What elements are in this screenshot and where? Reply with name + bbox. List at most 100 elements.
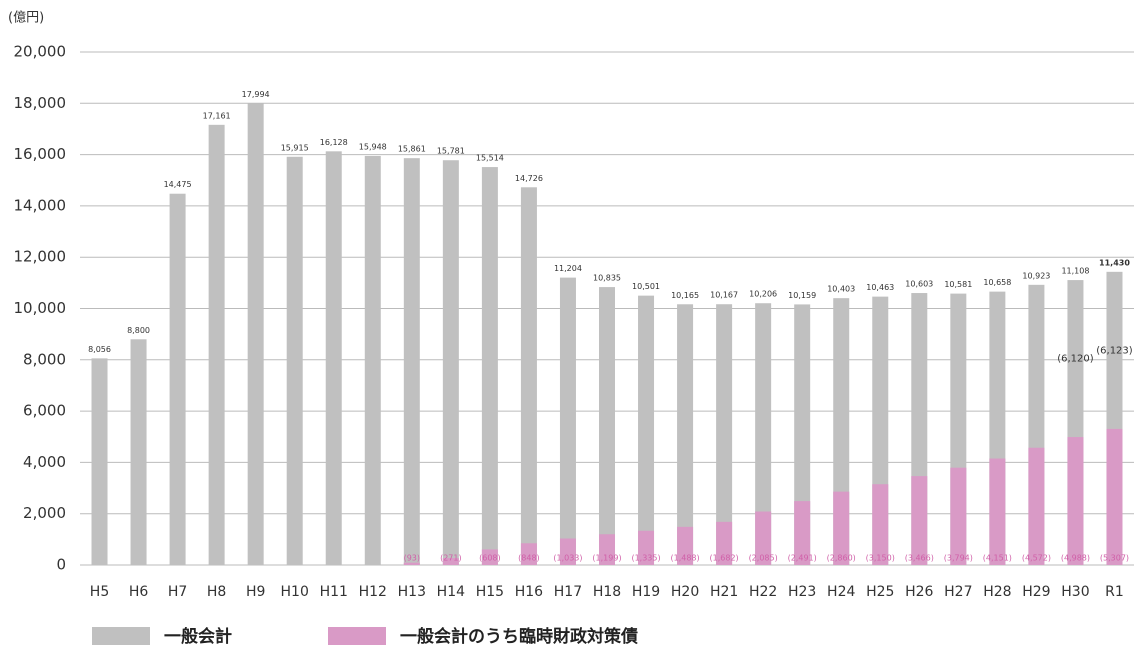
value-label: (5,307) xyxy=(1100,554,1129,563)
value-label: (1,199) xyxy=(592,554,621,563)
bar xyxy=(599,287,615,565)
bar xyxy=(1067,437,1084,565)
value-label: (4,572) xyxy=(1022,554,1051,563)
bar xyxy=(716,521,733,565)
value-label: 14,475 xyxy=(164,180,192,189)
value-label: 11,204 xyxy=(554,264,582,273)
bar xyxy=(325,151,342,565)
bar xyxy=(755,303,772,565)
x-tick-label: H19 xyxy=(632,584,660,600)
bar xyxy=(91,358,108,565)
bar xyxy=(716,304,733,565)
value-label: 11,108 xyxy=(1061,267,1089,276)
value-label: (93) xyxy=(404,554,420,563)
bar xyxy=(1028,447,1045,565)
x-tick-label: H18 xyxy=(593,584,621,600)
bar xyxy=(520,543,537,565)
x-tick-label: H13 xyxy=(398,584,426,600)
x-tick-label: H10 xyxy=(281,584,309,600)
value-label: 10,206 xyxy=(749,290,777,299)
bar xyxy=(442,160,459,565)
value-label: (2,491) xyxy=(788,554,817,563)
bar xyxy=(403,158,420,565)
x-tick-label: H6 xyxy=(129,584,149,600)
value-label: (3,150) xyxy=(866,554,895,563)
y-tick-label: 4,000 xyxy=(23,453,66,471)
value-label: 15,781 xyxy=(437,147,465,156)
bar xyxy=(208,124,225,566)
x-tick-label: H7 xyxy=(168,584,187,600)
x-tick-label: H12 xyxy=(359,584,387,600)
y-tick-label: 2,000 xyxy=(23,504,66,522)
x-tick-label: H25 xyxy=(866,584,894,600)
bar xyxy=(833,491,850,565)
bar xyxy=(794,501,811,565)
bar xyxy=(755,511,772,565)
x-tick-label: H24 xyxy=(827,584,855,600)
y-tick-label: 14,000 xyxy=(14,196,67,214)
bar xyxy=(130,339,147,565)
bar xyxy=(247,103,264,565)
annotation: (6,120) xyxy=(1057,354,1094,365)
bar xyxy=(559,277,576,565)
value-label: 15,861 xyxy=(398,145,426,154)
bar xyxy=(286,156,303,565)
bar xyxy=(403,562,420,565)
value-label: 10,159 xyxy=(788,291,816,300)
value-label: (1,335) xyxy=(631,554,660,563)
bar xyxy=(677,526,694,565)
x-tick-label: H15 xyxy=(476,584,504,600)
value-label: 10,167 xyxy=(710,291,738,300)
y-tick-label: 8,000 xyxy=(23,350,66,368)
x-tick-label: H28 xyxy=(983,584,1011,600)
value-label: 8,056 xyxy=(88,345,111,354)
y-tick-label: 18,000 xyxy=(14,94,67,112)
bar xyxy=(677,304,694,565)
bar xyxy=(638,530,655,565)
x-tick-label: H5 xyxy=(90,584,109,600)
value-label: (2,860) xyxy=(827,554,856,563)
value-label: (848) xyxy=(518,554,540,563)
y-tick-label: 6,000 xyxy=(23,402,66,420)
value-label: (271) xyxy=(440,554,462,563)
x-tick-label: H14 xyxy=(437,584,465,600)
legend-label: 一般会計 xyxy=(164,626,232,647)
value-label: 10,165 xyxy=(671,291,699,300)
value-label: 10,923 xyxy=(1022,271,1050,280)
bar xyxy=(950,467,967,565)
bar xyxy=(169,193,186,565)
value-label: 15,948 xyxy=(359,142,387,151)
value-label: (1,488) xyxy=(670,554,699,563)
value-label: 10,581 xyxy=(944,280,972,289)
value-label: (4,151) xyxy=(983,554,1012,563)
value-label: 10,835 xyxy=(593,274,621,283)
x-tick-label: H16 xyxy=(515,584,543,600)
annotation: (6,123) xyxy=(1096,345,1133,356)
bar xyxy=(520,187,537,565)
x-tick-label: H9 xyxy=(246,584,265,600)
bar xyxy=(794,304,811,565)
bar xyxy=(559,538,576,565)
value-label: 14,726 xyxy=(515,174,543,183)
value-label: (3,466) xyxy=(905,554,934,563)
y-tick-label: 20,000 xyxy=(14,43,67,61)
y-tick-label: 10,000 xyxy=(14,299,67,317)
bar xyxy=(911,476,928,565)
x-tick-label: H17 xyxy=(554,584,582,600)
x-tick-label: H29 xyxy=(1022,584,1050,600)
legend-label: 一般会計のうち臨時財政対策債 xyxy=(400,626,638,647)
value-label: 10,501 xyxy=(632,282,660,291)
value-label: 10,403 xyxy=(827,285,855,294)
value-label: 10,463 xyxy=(866,283,894,292)
bar xyxy=(599,534,615,565)
x-tick-label: H21 xyxy=(710,584,738,600)
legend-swatch xyxy=(92,627,150,645)
x-tick-label: H27 xyxy=(944,584,972,600)
y-tick-label: 12,000 xyxy=(14,248,67,266)
value-label: 11,430 xyxy=(1099,258,1130,267)
y-tick-label: 0 xyxy=(56,556,66,574)
x-tick-label: H23 xyxy=(788,584,816,600)
legend-swatch xyxy=(328,627,386,645)
bar xyxy=(989,458,1006,565)
